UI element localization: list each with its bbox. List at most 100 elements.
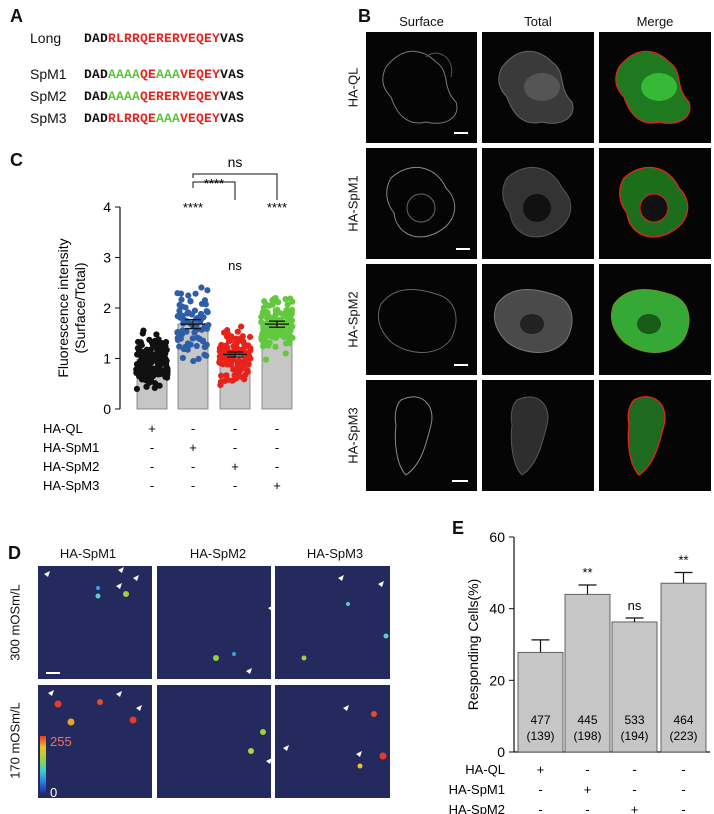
c-bar-significance: **** [183, 200, 203, 215]
c-table-mark: + [148, 421, 156, 436]
d-row-300: 300 mOSm/L [7, 584, 23, 661]
c-point [272, 343, 279, 350]
seq-name-spm1: SpM1 [30, 66, 67, 82]
c-table-mark: - [275, 459, 279, 474]
c-point [178, 296, 185, 303]
c-point [232, 343, 240, 350]
c-point [216, 345, 224, 352]
sequence-spm3: DADRLRRQEAAAVEQEYVAS [84, 111, 245, 126]
e-bar-count-sub: (139) [526, 729, 554, 743]
colorbar-min: 0 [50, 785, 58, 800]
c-point [286, 328, 293, 335]
micrograph-spm3-merge [599, 380, 711, 491]
row-label-ha-spm1: HA-SpM1 [345, 175, 361, 232]
e-bar-significance: ** [582, 565, 592, 580]
c-point [282, 295, 289, 303]
c-point [275, 299, 282, 306]
c-point [201, 351, 208, 358]
c-point [204, 287, 211, 294]
c-point [283, 340, 290, 347]
c-point [137, 365, 144, 373]
c-point [187, 341, 194, 348]
c-point [148, 339, 156, 346]
column-header-merge: Merge [636, 14, 674, 29]
c-point [148, 378, 155, 385]
c-table-mark: - [191, 459, 195, 474]
colorbar-max: 255 [50, 734, 72, 749]
e-table-row-label: HA-SpM1 [449, 782, 505, 797]
c-point [155, 344, 162, 351]
e-bar-count: 445 [577, 713, 597, 727]
micrograph-spm1-merge [599, 148, 711, 259]
c-point [139, 330, 146, 337]
c-point [192, 290, 199, 297]
sequence-spm2: DADAAAAQERERVEQEYVAS [84, 89, 245, 104]
micrograph-spm2-surface [366, 264, 477, 375]
c-point [287, 295, 294, 302]
e-bar-count-sub: (194) [620, 729, 648, 743]
c-y-tick-label: 0 [103, 401, 111, 417]
c-bar-significance: **** [267, 200, 287, 215]
c-point [161, 340, 169, 347]
c-point [289, 323, 296, 330]
panel-c-label: C [10, 150, 23, 170]
c-point [195, 355, 202, 362]
calcium-image-spm3-170 [275, 685, 390, 798]
c-table-row-label: HA-SpM2 [43, 459, 99, 474]
calcium-image-spm2-170 [157, 685, 271, 798]
seq-name-spm2: SpM2 [30, 88, 67, 104]
c-point [234, 359, 241, 367]
c-table-mark: - [150, 459, 154, 474]
c-table-mark: - [191, 421, 195, 436]
c-point [158, 349, 165, 356]
c-table-mark: - [150, 440, 154, 455]
c-point [234, 328, 241, 335]
sequence-spm1: DADAAAAQEAAAVEQEYVAS [84, 67, 245, 82]
c-point [269, 297, 276, 304]
c-point [176, 343, 183, 350]
c-point [261, 298, 268, 305]
c-point [155, 338, 163, 345]
c-point [218, 372, 225, 379]
micrograph-ql-total [482, 32, 594, 143]
c-bar-significance: ns [228, 258, 242, 273]
c-point [227, 361, 235, 368]
c-point [226, 356, 234, 363]
e-y-tick-label: 40 [489, 601, 505, 617]
c-point [137, 373, 144, 380]
c-point [162, 369, 169, 376]
c-table-mark: + [231, 459, 239, 474]
e-bar-count: 464 [673, 713, 693, 727]
e-bar-count: 477 [530, 713, 550, 727]
e-table-mark: - [681, 782, 685, 797]
seq-name-long: Long [30, 30, 62, 46]
seq-name-spm3: SpM3 [30, 110, 67, 126]
c-point [147, 366, 154, 374]
c-point [288, 306, 296, 313]
c-table-mark: + [189, 440, 197, 455]
c-point [133, 385, 141, 392]
e-bar-count-sub: (223) [669, 729, 697, 743]
c-point [178, 303, 186, 310]
c-y-label-line1: Fluorescence intensity [55, 238, 71, 377]
c-point [229, 377, 236, 384]
c-table-row-label: HA-SpM3 [43, 478, 99, 493]
c-point [227, 336, 234, 344]
c-point [247, 345, 254, 352]
e-y-label: Responding Cells(%) [465, 579, 481, 711]
c-point [143, 362, 150, 369]
c-point [143, 349, 151, 357]
micrograph-spm2-merge [599, 264, 711, 375]
e-table-mark: - [632, 782, 636, 797]
panel-d-label: D [8, 543, 21, 563]
colorbar [40, 736, 46, 794]
chart-fluorescence: 0 1 2 3 4 Fluorescence intensity (Surface/Tota… [43, 154, 296, 493]
calcium-spots-overlay [44, 567, 389, 769]
e-table-mark: - [632, 762, 636, 777]
e-table-mark: - [585, 802, 589, 814]
c-point [185, 292, 192, 299]
c-y-tick-label: 2 [103, 300, 111, 316]
c-table-mark: - [191, 478, 195, 493]
c-point [282, 350, 289, 357]
c-point [262, 339, 269, 347]
